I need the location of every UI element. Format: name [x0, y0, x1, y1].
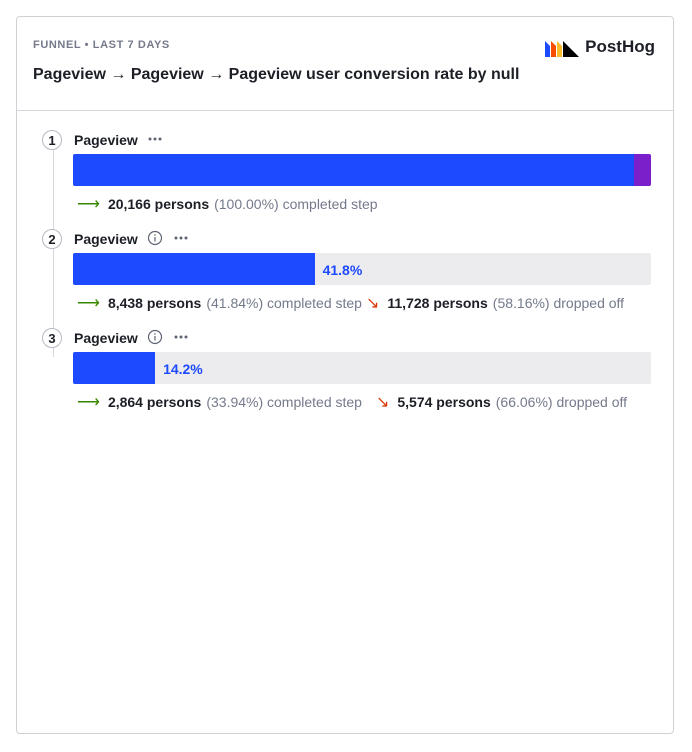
step-conversion-label: 14.2% — [163, 361, 203, 377]
dropped-arrow-icon: ↘ — [365, 295, 380, 312]
step-bar[interactable] — [73, 253, 651, 285]
step-name[interactable]: Pageview — [74, 330, 138, 346]
step-2-stats: ⟶ 8,438 persons (41.84%) completed step … — [77, 293, 624, 313]
completed-arrow-icon: ⟶ — [77, 394, 100, 411]
completed-percent: (33.94%) completed step — [206, 394, 362, 410]
step-bar-breakdown-segment — [634, 154, 651, 186]
insight-card: FUNNEL • LAST 7 DAYS Pageview → Pageview… — [16, 16, 674, 734]
completed-arrow-icon: ⟶ — [77, 196, 100, 213]
step-number: 3 — [42, 328, 62, 348]
dropped-count[interactable]: 5,574 persons — [397, 394, 491, 410]
step-number: 1 — [42, 130, 62, 150]
dropped-count[interactable]: 11,728 persons — [387, 295, 488, 311]
step-bar-fill — [73, 352, 156, 384]
posthog-logo: PostHog — [545, 37, 655, 57]
card-header: FUNNEL • LAST 7 DAYS Pageview → Pageview… — [17, 17, 673, 111]
steps-connector-line — [53, 147, 54, 357]
insight-eyebrow: FUNNEL • LAST 7 DAYS — [33, 39, 170, 51]
step-bar-fill — [73, 253, 315, 285]
step-bar-fill — [73, 154, 634, 186]
step-name[interactable]: Pageview — [74, 231, 138, 247]
completed-percent: (41.84%) completed step — [206, 295, 362, 311]
insight-title[interactable]: Pageview → Pageview → Pageview user conv… — [33, 66, 520, 83]
logo-text: PostHog — [585, 37, 655, 56]
step-1-stats: ⟶ 20,166 persons (100.00%) completed ste… — [77, 194, 378, 214]
completed-count[interactable]: 8,438 persons — [107, 295, 202, 311]
dropped-percent: (66.06%) dropped off — [495, 394, 628, 410]
step-name[interactable]: Pageview — [74, 132, 138, 148]
step-conversion-label: 41.8% — [322, 262, 363, 278]
dropped-arrow-icon: ↘ — [375, 394, 390, 411]
completed-percent: (100.00%) completed step — [214, 196, 378, 212]
dropped-percent: (58.16%) dropped off — [492, 295, 625, 311]
posthog-hedgehog-icon — [545, 41, 580, 57]
step-bar[interactable] — [73, 352, 651, 384]
more-options-icon[interactable] — [147, 132, 163, 146]
more-options-icon[interactable] — [173, 330, 189, 344]
info-icon[interactable] — [147, 329, 163, 345]
completed-count[interactable]: 2,864 persons — [107, 394, 202, 410]
step-3-stats: ⟶ 2,864 persons (33.94%) completed step … — [77, 392, 627, 412]
info-icon[interactable] — [147, 230, 163, 246]
step-bar[interactable] — [73, 154, 651, 186]
completed-arrow-icon: ⟶ — [77, 295, 100, 312]
step-number: 2 — [42, 229, 62, 249]
more-options-icon[interactable] — [173, 231, 189, 245]
completed-count[interactable]: 20,166 persons — [107, 196, 210, 212]
